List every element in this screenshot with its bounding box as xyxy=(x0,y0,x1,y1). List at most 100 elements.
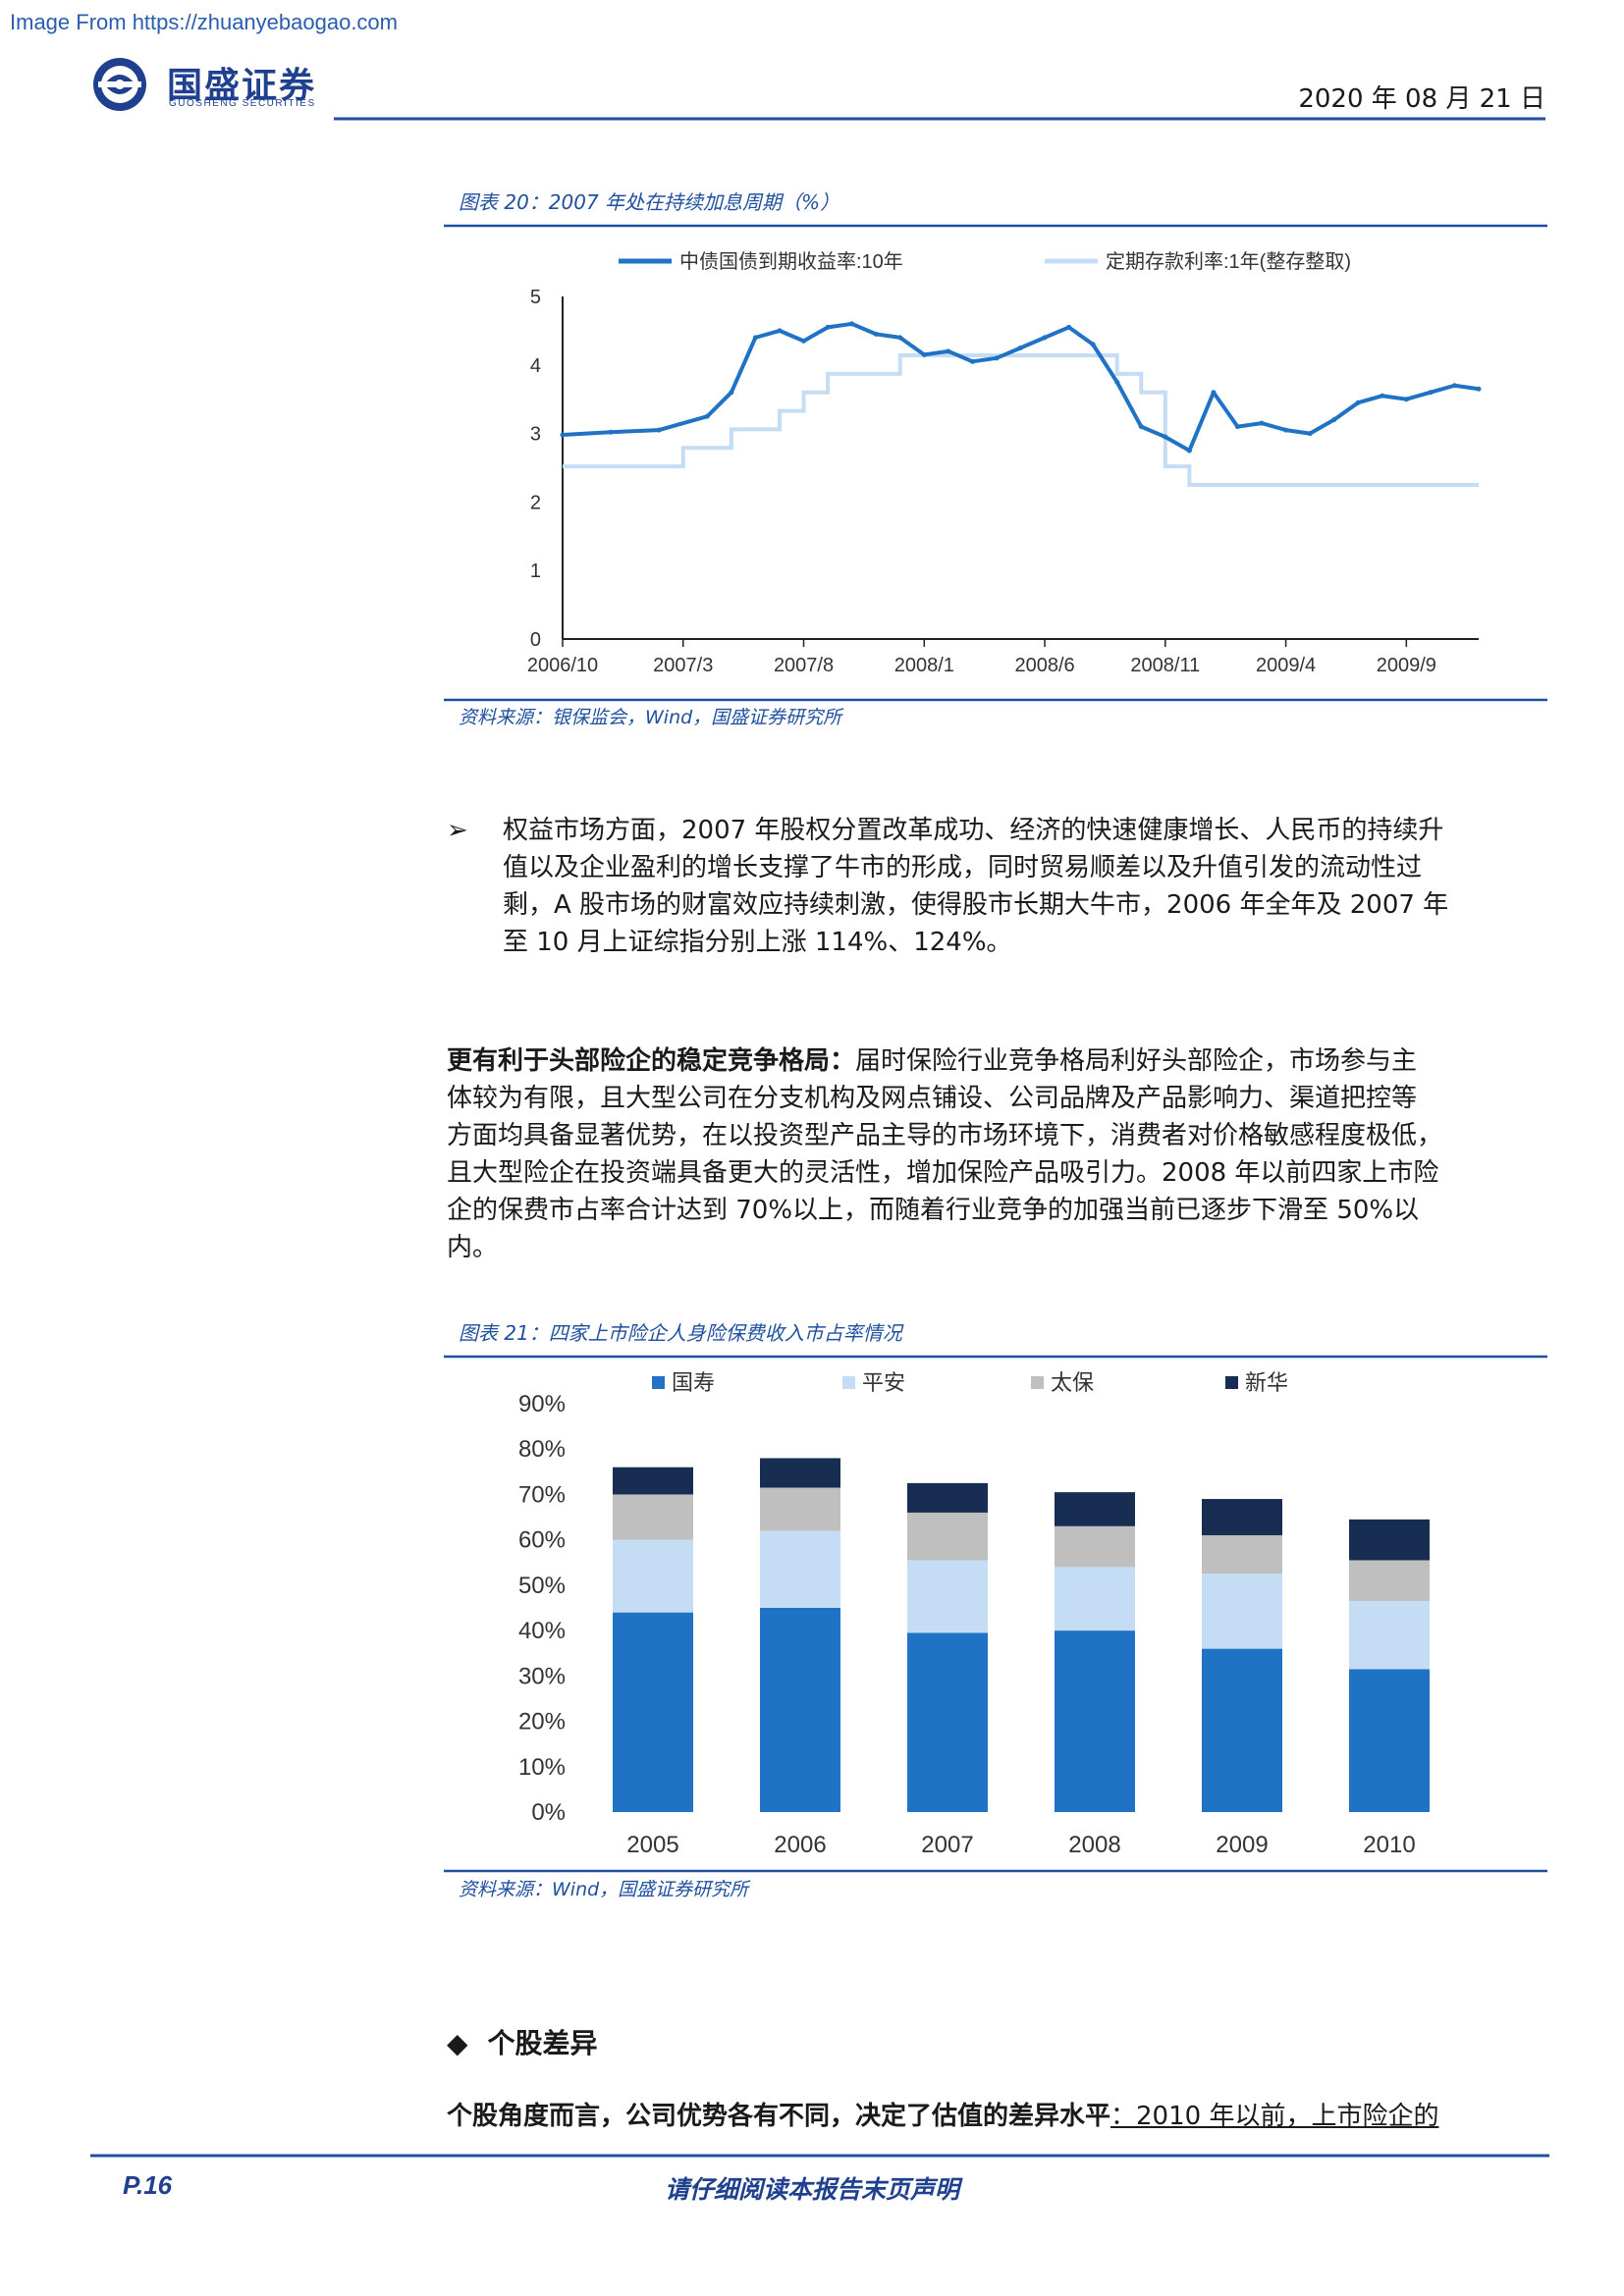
bar-segment xyxy=(907,1560,988,1633)
figure20-line-chart: 0 1 2 3 4 5 2006/10 2007/3 2007/8 2008/1 2008/6 200… xyxy=(527,250,1482,676)
figure20-top-rule xyxy=(444,224,1547,228)
y-tick-label: 30% xyxy=(518,1663,566,1689)
x-tick-label: 2010 xyxy=(1363,1832,1415,1858)
stock-paragraph: 个股角度而言，公司优势各有不同，决定了估值的差异水平：2010 年以前，上市险企… xyxy=(447,2098,1556,2135)
paragraph-line: 更有利于头部险企的稳定竞争格局：届时保险行业竞争格局利好头部险企，市场参与主 xyxy=(447,1042,1556,1080)
bond-yield-point xyxy=(1138,424,1144,430)
bar-segment xyxy=(1202,1574,1282,1649)
y-tick-label: 50% xyxy=(518,1573,566,1599)
report-date: 2020 年 08 月 21 日 xyxy=(1298,84,1545,114)
bond-yield-point xyxy=(1380,393,1385,399)
bar-segment xyxy=(760,1487,840,1531)
legend-swatch xyxy=(1031,1376,1044,1389)
bar-segment xyxy=(760,1530,840,1608)
bond-yield-point xyxy=(1476,386,1482,392)
x-tick-label: 2008/6 xyxy=(1014,655,1074,676)
bond-yield-point xyxy=(608,429,614,435)
bond-yield-point xyxy=(969,358,975,364)
figure21-source: 资料来源：Wind，国盛证券研究所 xyxy=(459,1879,749,1900)
watermark-text: Image From https://zhuanyebaogao.com xyxy=(10,10,398,34)
legend-label: 平安 xyxy=(862,1370,905,1395)
page-number: P.16 xyxy=(123,2170,173,2200)
bar-segment xyxy=(1202,1535,1282,1575)
legend-swatch xyxy=(842,1376,855,1389)
bond-yield-point xyxy=(1234,424,1240,430)
logo-chinese-name: 国盛证券 xyxy=(167,66,317,106)
legend-label: 太保 xyxy=(1051,1370,1094,1395)
bond-yield-point xyxy=(946,348,951,354)
x-tick-label: 2009 xyxy=(1216,1832,1268,1858)
bar-segment xyxy=(1349,1560,1430,1602)
y-tick-label: 20% xyxy=(518,1709,566,1735)
paragraph-line: 内。 xyxy=(447,1233,499,1262)
bond-yield-point xyxy=(849,321,855,327)
y-tick-label: 1 xyxy=(530,561,541,582)
bond-yield-point xyxy=(994,355,1000,361)
y-tick-label: 10% xyxy=(518,1754,566,1781)
section-title: 个股差异 xyxy=(487,2027,598,2059)
bond-yield-point xyxy=(1428,390,1434,396)
bond-yield-point xyxy=(777,328,783,334)
bond-yield-point xyxy=(873,331,879,337)
section-heading: ◆ 个股差异 xyxy=(447,2022,598,2061)
legend-label-deposit-rate: 定期存款利率:1年(整存整取) xyxy=(1106,250,1351,273)
figure20-source: 资料来源：银保监会，Wind，国盛证券研究所 xyxy=(459,707,842,728)
x-tick-label: 2008/1 xyxy=(894,655,954,676)
bar-segment xyxy=(1202,1499,1282,1536)
bond-yield-point xyxy=(1114,379,1120,385)
figure21-caption: 图表 21：四家上市险企人身险保费收入市占率情况 xyxy=(459,1321,902,1345)
logo-english-name: GUOSHENG SECURITIES xyxy=(169,98,316,109)
bond-yield-point xyxy=(752,335,758,341)
bond-yield-point xyxy=(1163,434,1168,440)
bar-segment xyxy=(1055,1492,1135,1526)
bond-yield-point xyxy=(1211,390,1217,396)
bar-segment xyxy=(1055,1525,1135,1568)
paragraph-line: 且大型险企在投资端具备更大的灵活性，增加保险产品吸引力。2008 年以前四家上市… xyxy=(447,1158,1439,1188)
y-tick-label: 2 xyxy=(530,492,541,513)
y-tick-label: 4 xyxy=(530,355,541,377)
paragraph-lead: 个股角度而言，公司优势各有不同，决定了估值的差异水平 xyxy=(447,2102,1111,2131)
bond-yield-point xyxy=(729,390,734,396)
bond-yield-point xyxy=(1331,417,1337,423)
bullet-line: 权益市场方面，2007 年股权分置改革成功、经济的快速健康增长、人民币的持续升 xyxy=(503,816,1444,845)
bar-segment xyxy=(760,1458,840,1488)
x-tick-label: 2008 xyxy=(1068,1832,1120,1858)
bond-yield-point xyxy=(1042,335,1048,341)
bullet-line: 剩，A 股市场的财富效应持续刺激，使得股市长期大牛市，2006 年全年及 200… xyxy=(503,890,1449,920)
logo-mark-icon xyxy=(93,58,146,111)
bond-yield-point xyxy=(1090,342,1096,347)
figure21-stacked-bar-chart: 0% 10% 20% 30% 40% 50% 60% 70% 80% 90% 2005 2006 200… xyxy=(518,1370,1430,1858)
paragraph-line: 方面均具备显著优势，在以投资型产品主导的市场环境下，消费者对价格敏感程度极低， xyxy=(447,1121,1443,1150)
bar-segment xyxy=(907,1482,988,1513)
bar-segment xyxy=(907,1512,988,1561)
bond-yield-point xyxy=(921,351,927,357)
deposit-rate-series-line xyxy=(563,353,1479,487)
x-tick-label: 2007/3 xyxy=(653,655,713,676)
bond-yield-point xyxy=(560,432,566,438)
bullet-marker: ➢ xyxy=(447,816,468,845)
bond-yield-point xyxy=(897,335,903,341)
y-tick-label: 3 xyxy=(530,424,541,446)
bar-segment xyxy=(760,1608,840,1812)
competition-paragraph: 更有利于头部险企的稳定竞争格局：届时保险行业竞争格局利好头部险企，市场参与主 体… xyxy=(447,1042,1556,1266)
bar-segment xyxy=(613,1539,693,1613)
paragraph-line: 体较为有限，且大型公司在分支机构及网点铺设、公司品牌及产品影响力、渠道把控等 xyxy=(447,1084,1418,1113)
y-tick-label: 70% xyxy=(518,1481,566,1508)
bar-segment xyxy=(1055,1567,1135,1631)
bond-yield-series-line xyxy=(562,321,1480,454)
x-tick-label: 2007 xyxy=(921,1832,973,1858)
legend-swatch xyxy=(1225,1376,1238,1389)
bond-yield-point xyxy=(1283,427,1289,433)
bar-segment xyxy=(1202,1648,1282,1812)
legend-label: 国寿 xyxy=(672,1370,715,1395)
bond-yield-point xyxy=(1451,383,1457,389)
footer-rule xyxy=(90,2154,1549,2158)
bullet-line: 至 10 月上证综指分别上涨 114%、124%。 xyxy=(503,928,1012,957)
figure20-bottom-rule xyxy=(444,698,1547,702)
bar-segment xyxy=(1055,1630,1135,1812)
paragraph-text: 届时保险行业竞争格局利好头部险企，市场参与主 xyxy=(855,1046,1418,1076)
legend-label: 新华 xyxy=(1245,1370,1288,1395)
bond-yield-point xyxy=(1018,345,1023,350)
paragraph-line: 企的保费市占率合计达到 70%以上，而随着行业竞争的加强当前已逐步下滑至 50%… xyxy=(447,1196,1420,1225)
bond-yield-point xyxy=(1066,324,1072,330)
